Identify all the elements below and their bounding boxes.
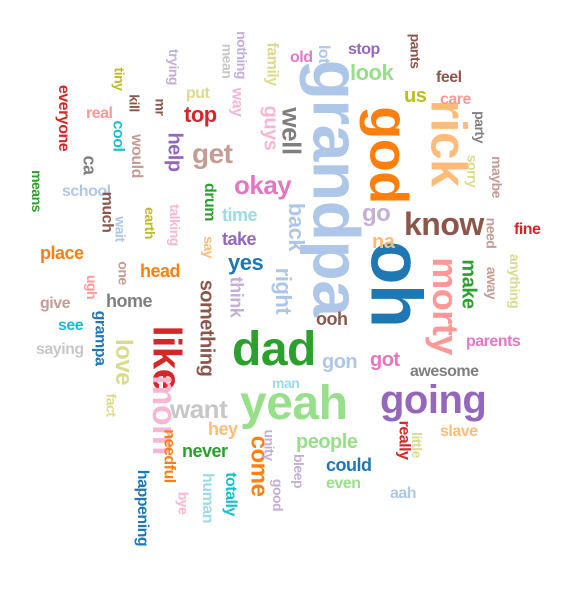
- word-right: right: [271, 267, 297, 315]
- word-needful: needful: [160, 429, 178, 483]
- word-know: know: [404, 206, 484, 242]
- word-top: top: [184, 102, 217, 127]
- word-look: look: [350, 60, 394, 85]
- word-say: say: [200, 236, 217, 258]
- word-awesome: awesome: [410, 363, 479, 380]
- word-could: could: [326, 455, 372, 475]
- word-well: well: [276, 107, 307, 155]
- word-take: take: [222, 229, 257, 249]
- word-ca: ca: [79, 155, 100, 175]
- word-maybe: maybe: [488, 156, 505, 198]
- word-earth: earth: [141, 207, 158, 239]
- word-trying: trying: [165, 49, 182, 85]
- word-back: back: [284, 202, 310, 252]
- word-want: want: [170, 394, 228, 424]
- word-got: got: [370, 349, 400, 371]
- word-see: see: [58, 317, 84, 334]
- word-saying: saying: [36, 341, 84, 358]
- word-okay: okay: [234, 170, 292, 200]
- word-yeah: yeah: [240, 377, 348, 430]
- word-place: place: [40, 243, 84, 263]
- word-school: school: [62, 183, 111, 200]
- word-care: care: [440, 91, 471, 108]
- word-give: give: [40, 295, 71, 312]
- word-dad: dad: [232, 323, 316, 376]
- word-cool: cool: [109, 120, 127, 152]
- word-head: head: [140, 261, 181, 281]
- word-everyone: everyone: [55, 84, 73, 152]
- word-make: make: [457, 259, 480, 309]
- word-hey: hey: [208, 419, 238, 439]
- word-think: think: [226, 276, 247, 318]
- word-put: put: [186, 85, 210, 102]
- word-time: time: [222, 205, 258, 225]
- word-anything: anything: [507, 253, 524, 309]
- word-good: good: [270, 478, 287, 512]
- word-going: going: [380, 378, 487, 422]
- word-stop: stop: [348, 41, 380, 58]
- word-old: old: [290, 49, 313, 66]
- word-ugh: ugh: [84, 274, 101, 300]
- word-home: home: [106, 291, 153, 311]
- word-gon: gon: [322, 351, 358, 373]
- word-mean: mean: [219, 43, 236, 79]
- word-never: never: [182, 441, 228, 461]
- word-little: little: [408, 432, 425, 458]
- word-aah: aah: [390, 485, 417, 502]
- word-one: one: [115, 261, 132, 285]
- word-fact: fact: [103, 393, 120, 417]
- word-people: people: [296, 431, 358, 453]
- word-guys: guys: [259, 105, 282, 151]
- word-help: help: [163, 132, 186, 172]
- word-even: even: [326, 475, 361, 492]
- word-tiny: tiny: [111, 67, 128, 91]
- word-would: would: [127, 134, 145, 178]
- word-pants: pants: [407, 33, 424, 69]
- word-wait: wait: [112, 216, 129, 242]
- word-something: something: [195, 279, 218, 377]
- word-god: god: [358, 106, 419, 204]
- word-grampa: grampa: [91, 310, 109, 366]
- word-lot: lot: [315, 44, 333, 64]
- word-bye: bye: [175, 491, 192, 515]
- word-go: go: [362, 200, 391, 227]
- word-na: na: [372, 231, 395, 253]
- word-fine: fine: [514, 221, 541, 238]
- word-means: means: [28, 170, 45, 212]
- word-mr: mr: [152, 98, 169, 116]
- word-human: human: [198, 473, 216, 523]
- word-talking: talking: [166, 204, 183, 246]
- word-feel: feel: [436, 69, 462, 86]
- word-slave: slave: [440, 423, 478, 440]
- word-need: need: [483, 217, 500, 249]
- word-man: man: [272, 375, 300, 391]
- word-love: love: [110, 338, 138, 386]
- word-us: us: [404, 85, 427, 107]
- word-kill: kill: [126, 94, 143, 112]
- word-bleep: bleep: [291, 453, 308, 489]
- word-drum: drum: [201, 183, 218, 221]
- word-get: get: [192, 138, 233, 169]
- word-real: real: [86, 105, 113, 122]
- word-totally: totally: [221, 472, 239, 516]
- word-unity: unity: [261, 429, 278, 461]
- word-ooh: ooh: [316, 309, 348, 329]
- word-happening: happening: [134, 469, 152, 547]
- word-yes: yes: [228, 250, 264, 275]
- word-parents: parents: [466, 333, 521, 350]
- word-away: away: [484, 266, 501, 300]
- word-way: way: [228, 87, 246, 117]
- word-family: family: [263, 42, 281, 86]
- word-party: party: [471, 111, 488, 143]
- word-nothing: nothing: [233, 31, 250, 79]
- word-sorry: sorry: [464, 154, 481, 188]
